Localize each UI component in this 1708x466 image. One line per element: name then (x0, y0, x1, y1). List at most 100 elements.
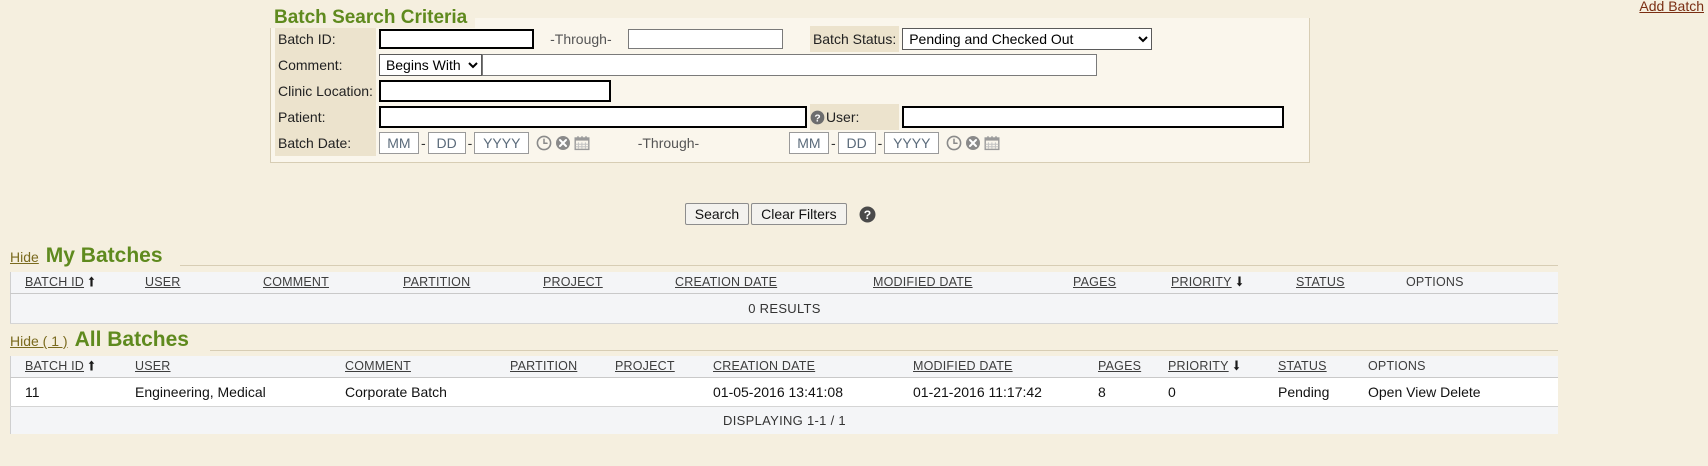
search-button[interactable]: Search (684, 203, 750, 225)
my-batches-empty-row: 0 RESULTS (10, 293, 1558, 324)
col-status-label: STATUS (1296, 275, 1345, 289)
all-batches-footer-row: DISPLAYING 1-1 / 1 (10, 406, 1558, 434)
batch-date-to-icons (946, 135, 1000, 151)
col-partition[interactable]: PARTITION (510, 356, 615, 378)
col-batch-id[interactable]: BATCH ID (10, 356, 135, 378)
col-partition-label: PARTITION (510, 359, 578, 373)
all-batches-header: Hide ( 1 ) All Batches (10, 328, 189, 352)
col-status[interactable]: STATUS (1296, 272, 1406, 294)
batch-search-criteria-panel: Batch ID: -Through- Batch Status: Pen (270, 18, 1310, 163)
cell-comment: Corporate Batch (345, 377, 510, 407)
batch-status-select[interactable]: Pending and Checked Out (902, 28, 1153, 50)
col-modified-date[interactable]: MODIFIED DATE (913, 356, 1098, 378)
cell-creation-date: 01-05-2016 13:41:08 (713, 377, 913, 407)
col-pages[interactable]: PAGES (1073, 272, 1171, 294)
col-pages[interactable]: PAGES (1098, 356, 1168, 378)
batch-date-to-day[interactable] (837, 132, 876, 154)
col-creation-date[interactable]: CREATION DATE (675, 272, 873, 294)
my-batches-title: My Batches (45, 244, 163, 267)
my-batches-header: Hide My Batches (10, 244, 163, 268)
calendar-icon[interactable] (984, 135, 1000, 151)
clear-filters-button[interactable]: Clear Filters (751, 203, 847, 225)
col-batch-id[interactable]: BATCH ID (10, 272, 145, 294)
batch-date-from-year[interactable] (474, 132, 530, 154)
col-pages-label: PAGES (1098, 359, 1142, 373)
delete-batch-link[interactable]: Delete (1440, 384, 1481, 400)
comment-match-select[interactable]: Begins With (378, 54, 482, 76)
table-row[interactable]: 11 Engineering, Medical Corporate Batch … (10, 377, 1558, 407)
comment-input[interactable] (481, 54, 1097, 76)
col-project[interactable]: PROJECT (543, 272, 675, 294)
col-modified-date-label: MODIFIED DATE (873, 275, 973, 289)
user-label: User: (825, 108, 860, 125)
col-partition[interactable]: PARTITION (403, 272, 543, 294)
calendar-icon[interactable] (574, 135, 590, 151)
col-project-label: PROJECT (615, 359, 675, 373)
col-user[interactable]: USER (145, 272, 263, 294)
open-batch-link[interactable]: Open (1368, 384, 1403, 400)
col-status[interactable]: STATUS (1278, 356, 1368, 378)
my-batches-thead: BATCH ID USER COMMENT PARTITION PROJECT … (10, 272, 1558, 294)
my-batches-hide-link[interactable]: Hide (10, 249, 39, 265)
col-modified-date[interactable]: MODIFIED DATE (873, 272, 1073, 294)
cell-project (615, 377, 713, 407)
all-batches-header-row: BATCH ID USER COMMENT PARTITION PROJECT … (10, 356, 1558, 378)
help-icon[interactable]: ? (859, 206, 876, 226)
batch-status-field-cell: Pending and Checked Out (899, 26, 1287, 52)
col-project[interactable]: PROJECT (615, 356, 713, 378)
batch-id-label: Batch ID: (275, 26, 376, 52)
all-batches-title: All Batches (74, 328, 189, 351)
date-sep: - (420, 135, 426, 151)
col-priority[interactable]: PRIORITY (1171, 272, 1296, 294)
batch-id-through-input[interactable] (627, 29, 783, 49)
col-creation-date[interactable]: CREATION DATE (713, 356, 913, 378)
batch-date-from-month[interactable] (378, 132, 419, 154)
batch-date-to-month[interactable] (788, 132, 829, 154)
col-user-label: USER (135, 359, 171, 373)
criteria-row-batch-date: Batch Date: -- -Through- (275, 130, 1287, 156)
sort-asc-icon (87, 360, 96, 371)
col-comment[interactable]: COMMENT (345, 356, 510, 378)
col-batch-id-label: BATCH ID (25, 275, 85, 289)
add-batch-link[interactable]: Add Batch (1639, 0, 1704, 14)
all-batches-hide-link[interactable]: Hide ( 1 ) (10, 333, 68, 349)
col-priority[interactable]: PRIORITY (1168, 356, 1278, 378)
col-modified-date-label: MODIFIED DATE (913, 359, 1013, 373)
date-sep: - (830, 135, 836, 151)
help-icon[interactable]: ? (810, 110, 826, 126)
clock-icon[interactable] (536, 135, 552, 151)
batch-date-to-group: -- (788, 132, 1000, 154)
cell-batch-id: 11 (10, 377, 135, 407)
criteria-row-batch-id: Batch ID: -Through- Batch Status: Pen (275, 26, 1287, 52)
col-partition-label: PARTITION (403, 275, 471, 289)
clear-icon[interactable] (965, 135, 981, 151)
patient-input[interactable] (378, 106, 807, 128)
all-batches-thead: BATCH ID USER COMMENT PARTITION PROJECT … (10, 356, 1558, 378)
user-field-cell (899, 104, 1287, 130)
col-user[interactable]: USER (135, 356, 345, 378)
batch-date-from-day[interactable] (427, 132, 466, 154)
view-batch-link[interactable]: View (1406, 384, 1437, 400)
batch-id-input[interactable] (378, 29, 534, 49)
batch-status-label: Batch Status: (809, 26, 900, 52)
col-batch-id-label: BATCH ID (25, 359, 85, 373)
criteria-row-comment: Comment: Begins With (275, 52, 1287, 78)
batch-id-through-label: -Through- (550, 31, 612, 47)
svg-text:?: ? (864, 208, 871, 222)
patient-field-cell (376, 104, 810, 130)
col-comment-label: COMMENT (345, 359, 411, 373)
cell-pages: 8 (1098, 377, 1168, 407)
criteria-legend: Batch Search Criteria (270, 8, 476, 28)
my-batches-table: BATCH ID USER COMMENT PARTITION PROJECT … (10, 272, 1558, 324)
all-batches-footer-text: DISPLAYING 1-1 / 1 (10, 406, 1558, 434)
clear-icon[interactable] (555, 135, 571, 151)
col-creation-date-label: CREATION DATE (713, 359, 816, 373)
user-input[interactable] (902, 106, 1285, 128)
clock-icon[interactable] (946, 135, 962, 151)
col-comment[interactable]: COMMENT (263, 272, 403, 294)
clinic-location-input[interactable] (378, 80, 611, 102)
sort-desc-icon (1235, 276, 1244, 287)
criteria-row-clinic-location: Clinic Location: (275, 78, 1287, 104)
batch-date-to-year[interactable] (884, 132, 940, 154)
col-user-label: USER (145, 275, 181, 289)
